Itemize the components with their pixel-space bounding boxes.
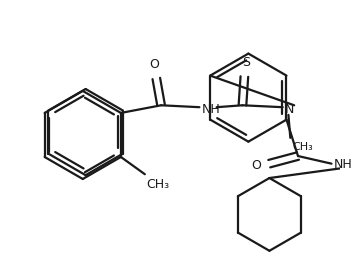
Text: NH: NH <box>333 158 352 171</box>
Text: O: O <box>149 58 159 71</box>
Text: N: N <box>285 103 294 116</box>
Text: CH₃: CH₃ <box>147 178 170 191</box>
Text: S: S <box>242 56 250 69</box>
Text: O: O <box>252 159 262 172</box>
Text: NH: NH <box>201 103 220 116</box>
Text: CH₃: CH₃ <box>292 142 313 152</box>
